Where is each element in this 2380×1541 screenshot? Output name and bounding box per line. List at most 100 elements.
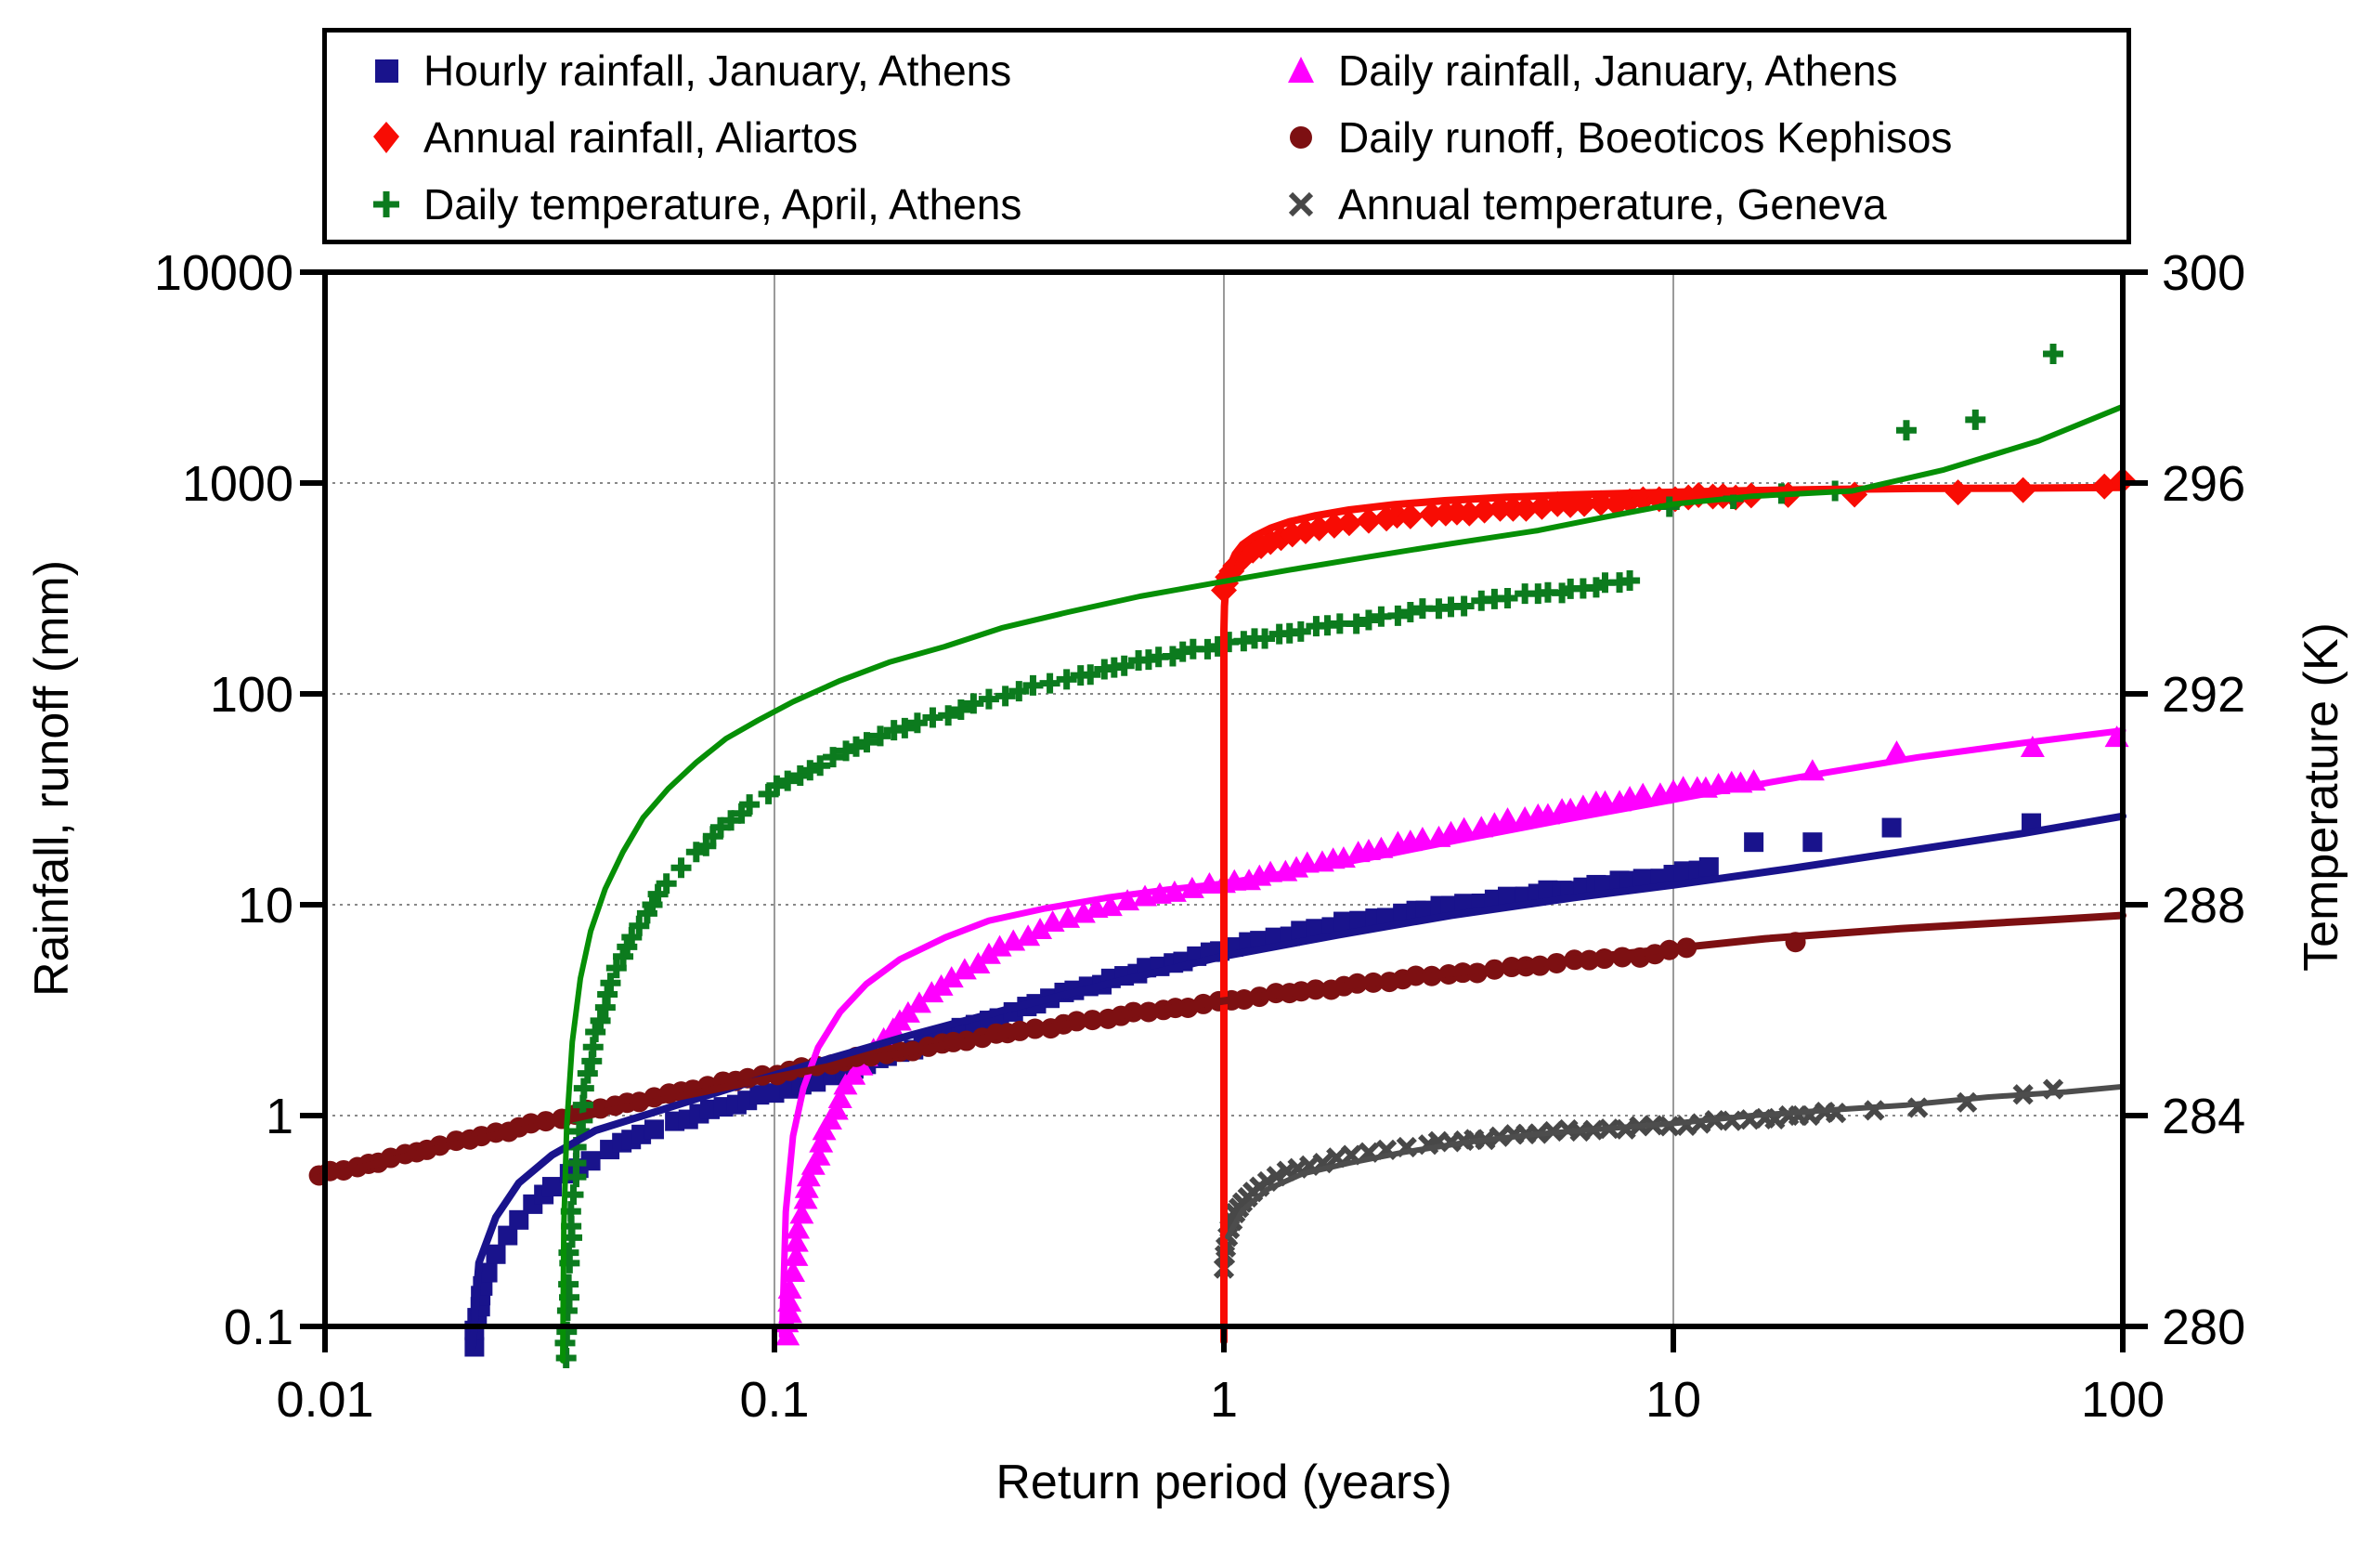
plus-marker xyxy=(1965,409,1986,430)
plus-marker xyxy=(1255,628,1276,649)
triangle-marker xyxy=(1884,740,1909,763)
tick-labels: 10000 1000 100 10 1 0.1 0.01 0.1 1 10 100 300 296 292… xyxy=(154,245,2245,1428)
triangle-marker xyxy=(987,934,1012,957)
fit-line-hourly-rainfall-athens xyxy=(468,812,2126,1351)
diamond-marker xyxy=(1335,510,1362,537)
x-tick-label: 10 xyxy=(1645,1372,1701,1428)
chart-legend: Hourly rainfall, January, Athens Daily r… xyxy=(322,28,2131,244)
plus-marker xyxy=(1039,673,1060,694)
plus-marker xyxy=(777,770,799,791)
plus-marker xyxy=(621,927,643,948)
square-marker xyxy=(1632,868,1653,889)
legend-label: Annual rainfall, Aliartos xyxy=(423,113,858,162)
plus-marker xyxy=(573,1077,594,1099)
y-left-tick-label: 10 xyxy=(238,878,293,934)
plus-marker xyxy=(963,693,984,714)
triangle-marker xyxy=(1115,889,1140,911)
plus-marker xyxy=(1346,613,1367,634)
y-right-tick-label: 292 xyxy=(2162,667,2245,723)
plus-marker xyxy=(2043,343,2064,364)
square-marker xyxy=(1454,894,1475,914)
plus-marker xyxy=(709,816,731,838)
triangle-marker xyxy=(827,1087,852,1109)
triangle-marker xyxy=(786,1217,811,1239)
plus-marker xyxy=(1290,620,1311,642)
plus-marker xyxy=(1399,602,1421,623)
legend-item-annual-temperature: Annual temperature, Geneva xyxy=(1242,183,2126,226)
y-right-tick-label: 288 xyxy=(2162,878,2245,934)
plus-marker xyxy=(1453,595,1475,617)
triangle-marker xyxy=(789,1202,814,1224)
legend-label: Daily temperature, April, Athens xyxy=(423,180,1022,229)
plus-marker xyxy=(869,725,891,747)
fit-line-annual-temp-geneva xyxy=(1225,1083,2126,1240)
square-marker xyxy=(1881,817,1902,838)
legend-label: Annual temperature, Geneva xyxy=(1338,180,1887,229)
triangle-marker xyxy=(1098,895,1123,917)
square-marker xyxy=(1291,921,1311,941)
legend-label: Daily rainfall, January, Athens xyxy=(1338,46,1898,95)
plus-marker xyxy=(577,1063,598,1084)
square-icon xyxy=(366,52,407,89)
square-marker xyxy=(749,1085,770,1105)
y-left-tick-label: 0.1 xyxy=(224,1299,293,1355)
square-marker xyxy=(764,1083,785,1104)
fit-line-annual-rainfall-aliartos xyxy=(1220,483,2126,1345)
x-tick-label: 100 xyxy=(2081,1372,2165,1428)
square-marker xyxy=(1306,919,1326,939)
plus-marker xyxy=(739,794,761,816)
triangle-marker xyxy=(2020,736,2045,758)
triangle-marker xyxy=(1410,827,1435,849)
triangle-marker xyxy=(775,1324,800,1346)
circle-icon xyxy=(1281,119,1321,156)
square-marker xyxy=(644,1119,664,1140)
triangle-icon xyxy=(1281,52,1321,89)
legend-item-daily-temperature: Daily temperature, April, Athens xyxy=(327,183,1242,226)
triangle-marker xyxy=(824,1098,849,1120)
y-right-tick-label: 296 xyxy=(2162,456,2245,512)
plus-marker xyxy=(856,732,878,753)
square-marker xyxy=(1498,886,1518,907)
diamond-icon xyxy=(366,119,407,156)
legend-item-daily-rainfall: Daily rainfall, January, Athens xyxy=(1242,49,2126,92)
square-marker xyxy=(1698,856,1719,877)
series-hourly-rainfall-athens xyxy=(464,813,2042,1357)
diamond-marker xyxy=(1355,507,1382,534)
legend-label: Daily runoff, Boeoticos Kephisos xyxy=(1338,113,1953,162)
triangle-marker xyxy=(784,1244,809,1266)
y-axis-left-title: Rainfall, runoff (mm) xyxy=(25,559,79,998)
x-tick-label: 1 xyxy=(1210,1372,1238,1428)
triangle-marker xyxy=(1028,918,1053,940)
plus-marker xyxy=(605,958,627,979)
triangle-marker xyxy=(794,1176,819,1198)
square-marker xyxy=(498,1225,518,1246)
triangle-marker xyxy=(976,942,1001,964)
fit-line-daily-temp-athens xyxy=(560,403,2126,1364)
triangle-marker xyxy=(1451,816,1476,839)
plus-marker xyxy=(938,705,959,726)
plus-marker xyxy=(1895,420,1917,441)
plus-marker xyxy=(585,1022,606,1043)
plus-marker xyxy=(629,915,650,936)
fit-line-daily-runoff-kephisos xyxy=(311,911,2126,1183)
legend-label: Hourly rainfall, January, Athens xyxy=(423,46,1012,95)
plus-marker xyxy=(1619,569,1641,591)
triangle-marker xyxy=(906,991,931,1013)
legend-item-annual-rainfall: Annual rainfall, Aliartos xyxy=(327,116,1242,159)
plus-marker xyxy=(600,973,621,994)
y-right-tick-label: 284 xyxy=(2162,1089,2245,1144)
triangle-marker xyxy=(806,1143,831,1166)
plus-marker xyxy=(894,717,916,738)
y-left-tick-label: 1 xyxy=(266,1089,293,1144)
diamond-marker xyxy=(1471,497,1498,524)
plus-marker xyxy=(1113,655,1135,676)
square-marker xyxy=(477,1262,498,1283)
square-marker xyxy=(806,1072,826,1092)
square-marker xyxy=(541,1177,562,1197)
plus-marker xyxy=(1387,605,1409,626)
diamond-marker xyxy=(1418,501,1445,528)
x-tick-label: 0.01 xyxy=(276,1372,373,1428)
plus-marker xyxy=(823,747,844,768)
x-axis-title: Return period (years) xyxy=(995,1456,1452,1509)
